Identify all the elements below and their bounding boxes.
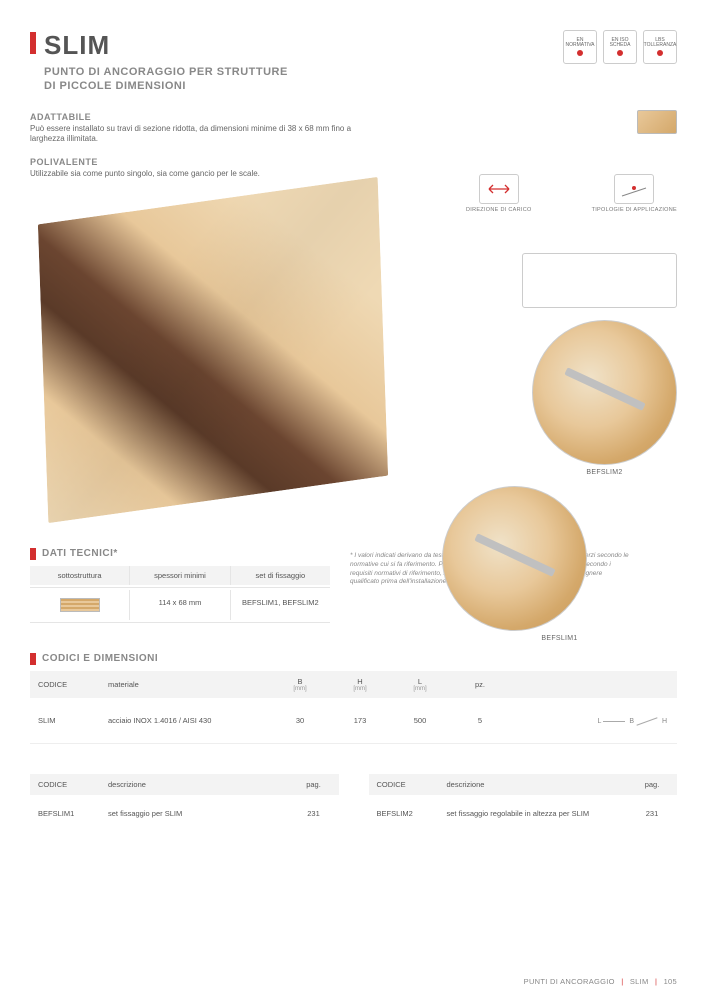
dimension-diagram: L B H	[510, 710, 677, 731]
rl-row-pag: 231	[289, 803, 339, 824]
c-row-L: 500	[390, 710, 450, 731]
dt-spessori: 114 x 68 mm	[130, 590, 230, 620]
c-row-mat: acciaio INOX 1.4016 / AISI 430	[100, 710, 270, 731]
dt-col-1: sottostruttura	[30, 566, 130, 585]
detail-circles: BEFSLIM2 BEFSLIM1	[462, 320, 677, 642]
footer-sep-icon: |	[621, 977, 623, 986]
c-col-code: CODICE	[30, 674, 100, 695]
footer-sep-icon: |	[655, 977, 657, 986]
hero-product-image	[37, 177, 387, 523]
page-title: SLIM	[44, 30, 110, 61]
c-row-B: 30	[270, 710, 330, 731]
c-col-B: B[mm]	[270, 671, 330, 698]
codici-table: CODICE materiale B[mm] H[mm] L[mm] pz. S…	[30, 671, 677, 744]
footer-page: 105	[664, 977, 677, 986]
rr-col-code: CODICE	[369, 774, 439, 795]
rl-col-pag: pag.	[289, 774, 339, 795]
dati-tecnici-table: sottostruttura spessori minimi set di fi…	[30, 566, 330, 623]
c-col-L: L[mm]	[390, 671, 450, 698]
badge-row: EN NORMATIVA EN ISO SCHEDA LBS TOLLERANZ…	[563, 30, 677, 64]
rl-col-desc: descrizione	[100, 774, 289, 795]
detail-circle-2-label: BEFSLIM2	[532, 469, 677, 476]
c-col-pz: pz.	[450, 674, 510, 695]
rl-row-code: BEFSLIM1	[30, 803, 100, 824]
c-row-code: SLIM	[30, 710, 100, 731]
c-row-H: 173	[330, 710, 390, 731]
rl-col-code: CODICE	[30, 774, 100, 795]
rl-row-desc: set fissaggio per SLIM	[100, 803, 289, 824]
right-icon-column: DIREZIONE DI CARICO TIPOLOGIE DI APPLICA…	[466, 110, 677, 308]
c-col-mat: materiale	[100, 674, 270, 695]
badge-norma: EN NORMATIVA	[563, 30, 597, 64]
ref-tables: CODICE descrizione pag. BEFSLIM1 set fis…	[30, 774, 677, 832]
dt-set: BEFSLIM1, BEFSLIM2	[231, 590, 330, 620]
empty-info-box	[522, 253, 677, 308]
detail-circle-1	[442, 486, 587, 631]
feature-1-title: ADATTABILE	[30, 112, 360, 122]
feature-2-title: POLIVALENTE	[30, 157, 360, 167]
feature-2-body: Utilizzabile sia come punto singolo, sia…	[30, 169, 360, 180]
codici-section: CODICI E DIMENSIONI CODICE materiale B[m…	[30, 653, 677, 744]
direction-icon	[479, 174, 519, 204]
rr-col-pag: pag.	[627, 774, 677, 795]
rr-row-pag: 231	[627, 803, 677, 824]
page-subtitle: PUNTO DI ANCORAGGIO PER STRUTTURE DI PIC…	[44, 65, 288, 94]
features-block: ADATTABILE Può essere installato su trav…	[30, 112, 360, 180]
dt-col-3: set di fissaggio	[231, 566, 330, 585]
codici-title: CODICI E DIMENSIONI	[42, 653, 158, 664]
ref-table-right: CODICE descrizione pag. BEFSLIM2 set fis…	[369, 774, 678, 832]
application-icon	[614, 174, 654, 204]
footer-category: PUNTI DI ANCORAGGIO	[524, 977, 615, 986]
accent-bar	[30, 32, 36, 54]
application-label: TIPOLOGIE DI APPLICAZIONE	[592, 207, 677, 213]
rr-row-desc: set fissaggio regolabile in altezza per …	[439, 803, 628, 824]
section-bar-icon	[30, 548, 36, 560]
header-row: SLIM PUNTO DI ANCORAGGIO PER STRUTTURE D…	[30, 30, 677, 94]
wood-swatch-icon	[60, 598, 100, 612]
hero-image-block	[30, 200, 395, 530]
page-footer: PUNTI DI ANCORAGGIO | SLIM | 105	[524, 977, 677, 986]
dt-col-2: spessori minimi	[130, 566, 230, 585]
badge-scheda: EN ISO SCHEDA	[603, 30, 637, 64]
rr-row-code: BEFSLIM2	[369, 803, 439, 824]
detail-circle-1-label: BEFSLIM1	[442, 635, 677, 642]
dati-tecnici-title: DATI TECNICI*	[42, 548, 118, 559]
wood-thumb-icon	[637, 110, 677, 134]
detail-circle-2	[532, 320, 677, 465]
rr-col-desc: descrizione	[439, 774, 628, 795]
footer-product: SLIM	[630, 977, 649, 986]
badge-toll: LBS TOLLERANZA	[643, 30, 677, 64]
section-bar-icon	[30, 653, 36, 665]
c-row-pz: 5	[450, 710, 510, 731]
c-col-H: H[mm]	[330, 671, 390, 698]
ref-table-left: CODICE descrizione pag. BEFSLIM1 set fis…	[30, 774, 339, 832]
feature-1-body: Può essere installato su travi di sezion…	[30, 124, 360, 146]
direction-label: DIREZIONE DI CARICO	[466, 207, 532, 213]
